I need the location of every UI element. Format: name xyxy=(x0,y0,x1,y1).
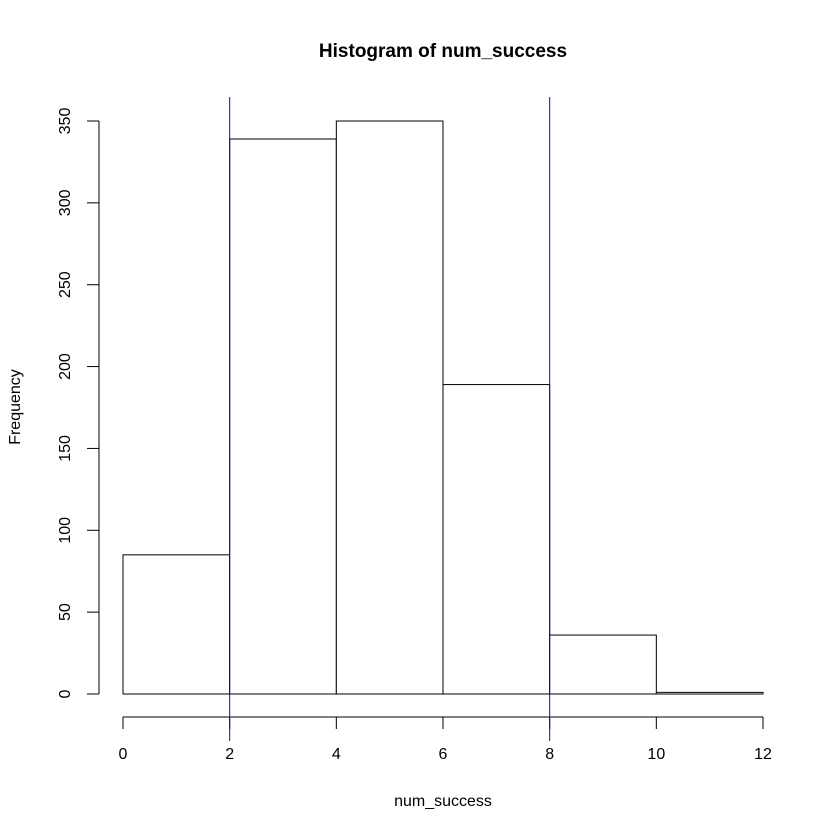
y-tick-label: 250 xyxy=(57,271,74,298)
bar xyxy=(229,138,337,695)
x-tick-label: 6 xyxy=(439,746,448,763)
bar xyxy=(442,384,551,695)
y-axis-label: Frequency xyxy=(7,369,24,445)
bar xyxy=(549,634,657,695)
y-tick-label: 200 xyxy=(57,353,74,380)
y-tick-label: 300 xyxy=(57,189,74,216)
x-tick-label: 10 xyxy=(647,746,665,763)
x-tick-label: 2 xyxy=(225,746,234,763)
bar xyxy=(335,120,444,695)
y-tick-label: 50 xyxy=(57,603,74,621)
bar xyxy=(122,554,231,695)
x-tick-label: 4 xyxy=(332,746,341,763)
x-tick-label: 12 xyxy=(754,746,772,763)
y-tick-label: 0 xyxy=(57,689,74,698)
x-tick-label: 0 xyxy=(119,746,128,763)
y-tick-label: 150 xyxy=(57,435,74,462)
y-tick-label: 100 xyxy=(57,517,74,544)
x-tick-label: 8 xyxy=(545,746,554,763)
x-axis-label: num_success xyxy=(394,793,492,810)
bar xyxy=(655,691,764,695)
y-tick-label: 350 xyxy=(57,108,74,135)
chart-title: Histogram of num_success xyxy=(319,41,567,62)
